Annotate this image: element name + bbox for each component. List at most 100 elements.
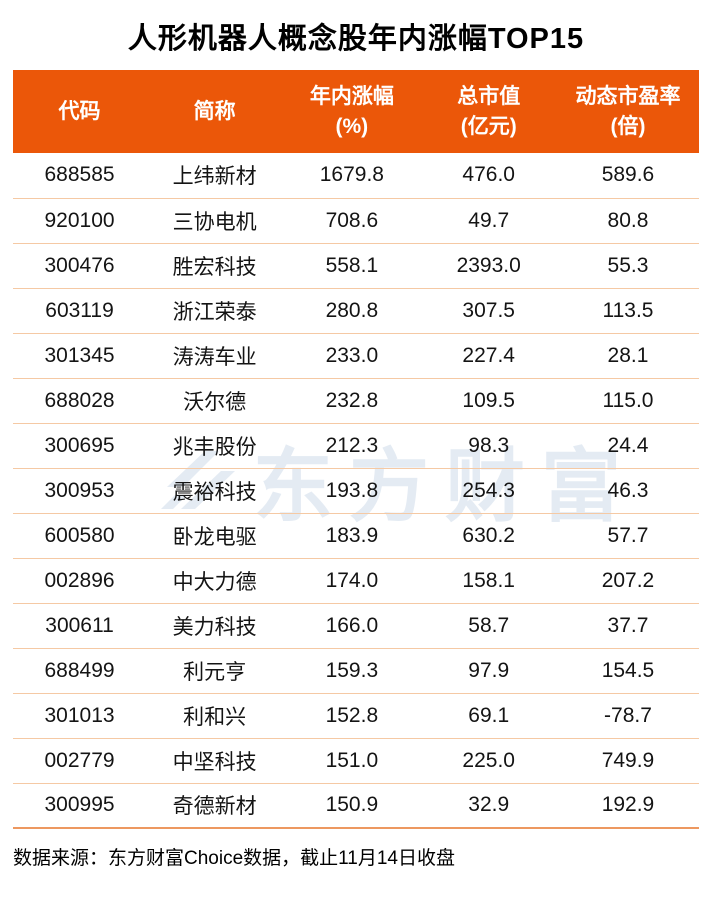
stock-table: 代码 简称 年内涨幅 (%) 总市值 (亿元) 动态市盈率 (倍) 688585 上纬新… [13, 70, 699, 829]
cell-pe-ratio: 154.5 [556, 648, 699, 694]
table-row: 688499 利元亨 159.3 97.9 154.5 [13, 648, 699, 694]
cell-code: 301013 [13, 693, 147, 739]
column-header-sublabel: (倍) [610, 114, 646, 138]
cell-pe-ratio: 57.7 [556, 513, 699, 559]
cell-market-cap: 307.5 [420, 288, 557, 334]
table-row: 603119 浙江荣泰 280.8 307.5 113.5 [13, 288, 699, 334]
table-row: 300953 震裕科技 193.8 254.3 46.3 [13, 468, 699, 514]
cell-market-cap: 98.3 [420, 423, 557, 469]
table-row: 300995 奇德新材 150.9 32.9 192.9 [13, 783, 699, 829]
cell-name: 沃尔德 [146, 378, 284, 424]
table-row: 300611 美力科技 166.0 58.7 37.7 [13, 603, 699, 649]
cell-ytd-gain: 159.3 [283, 648, 421, 694]
cell-market-cap: 97.9 [420, 648, 557, 694]
cell-code: 300995 [13, 783, 147, 829]
cell-code: 920100 [13, 198, 147, 244]
table-row: 688585 上纬新材 1679.8 476.0 589.6 [13, 153, 699, 199]
cell-name: 中大力德 [146, 558, 284, 604]
cell-name: 兆丰股份 [146, 423, 284, 469]
cell-market-cap: 2393.0 [420, 243, 557, 289]
cell-market-cap: 630.2 [420, 513, 557, 559]
table-row: 300695 兆丰股份 212.3 98.3 24.4 [13, 423, 699, 469]
cell-ytd-gain: 232.8 [283, 378, 421, 424]
cell-market-cap: 58.7 [420, 603, 557, 649]
cell-pe-ratio: 24.4 [556, 423, 699, 469]
cell-code: 603119 [13, 288, 147, 334]
cell-code: 300953 [13, 468, 147, 514]
cell-pe-ratio: 46.3 [556, 468, 699, 514]
cell-name: 胜宏科技 [146, 243, 284, 289]
cell-market-cap: 225.0 [420, 738, 557, 784]
cell-code: 002779 [13, 738, 147, 784]
cell-name: 三协电机 [146, 198, 284, 244]
cell-market-cap: 158.1 [420, 558, 557, 604]
cell-market-cap: 49.7 [420, 198, 557, 244]
cell-pe-ratio: 37.7 [556, 603, 699, 649]
column-header-sublabel: (亿元) [460, 114, 517, 138]
cell-pe-ratio: -78.7 [556, 693, 699, 739]
column-header-market-cap: 总市值 (亿元) [420, 70, 557, 153]
cell-pe-ratio: 115.0 [556, 378, 699, 424]
table-row: 002779 中坚科技 151.0 225.0 749.9 [13, 738, 699, 784]
cell-ytd-gain: 152.8 [283, 693, 421, 739]
cell-code: 301345 [13, 333, 147, 379]
cell-pe-ratio: 589.6 [556, 153, 699, 199]
page-title: 人形机器人概念股年内涨幅TOP15 [127, 23, 585, 55]
cell-pe-ratio: 55.3 [556, 243, 699, 289]
cell-code: 600580 [13, 513, 147, 559]
table-row: 600580 卧龙电驱 183.9 630.2 57.7 [13, 513, 699, 559]
cell-name: 震裕科技 [146, 468, 284, 514]
cell-name: 利和兴 [146, 693, 284, 739]
column-header-label: 年内涨幅 [309, 85, 394, 109]
cell-ytd-gain: 558.1 [283, 243, 421, 289]
table-row: 002896 中大力德 174.0 158.1 207.2 [13, 558, 699, 604]
cell-pe-ratio: 113.5 [556, 288, 699, 334]
table-row: 301013 利和兴 152.8 69.1 -78.7 [13, 693, 699, 739]
cell-name: 中坚科技 [146, 738, 284, 784]
cell-ytd-gain: 183.9 [283, 513, 421, 559]
table-header-row: 代码 简称 年内涨幅 (%) 总市值 (亿元) 动态市盈率 (倍) [13, 70, 699, 153]
cell-name: 浙江荣泰 [146, 288, 284, 334]
cell-market-cap: 227.4 [420, 333, 557, 379]
table-row: 920100 三协电机 708.6 49.7 80.8 [13, 198, 699, 244]
cell-name: 上纬新材 [146, 153, 284, 199]
cell-ytd-gain: 193.8 [283, 468, 421, 514]
cell-pe-ratio: 192.9 [556, 783, 699, 829]
cell-name: 涛涛车业 [146, 333, 284, 379]
column-header-pe-ratio: 动态市盈率 (倍) [556, 70, 699, 153]
column-header-ytd-gain: 年内涨幅 (%) [283, 70, 421, 153]
table-header: 代码 简称 年内涨幅 (%) 总市值 (亿元) 动态市盈率 (倍) [13, 70, 699, 153]
cell-ytd-gain: 150.9 [283, 783, 421, 829]
cell-name: 卧龙电驱 [146, 513, 284, 559]
cell-market-cap: 254.3 [420, 468, 557, 514]
cell-pe-ratio: 80.8 [556, 198, 699, 244]
cell-market-cap: 476.0 [420, 153, 557, 199]
cell-ytd-gain: 1679.8 [283, 153, 421, 199]
column-header-sublabel: (%) [335, 114, 369, 138]
cell-code: 002896 [13, 558, 147, 604]
column-header-label: 代码 [58, 99, 101, 123]
column-header-code: 代码 [13, 70, 147, 153]
cell-code: 688028 [13, 378, 147, 424]
cell-code: 300695 [13, 423, 147, 469]
cell-ytd-gain: 708.6 [283, 198, 421, 244]
column-header-label: 总市值 [457, 85, 521, 109]
cell-name: 利元亨 [146, 648, 284, 694]
cell-code: 688499 [13, 648, 147, 694]
cell-code: 688585 [13, 153, 147, 199]
cell-ytd-gain: 151.0 [283, 738, 421, 784]
stock-table-container: 东方财富 代码 简称 年内涨幅 (%) 总市值 (亿元) 动态市盈率( [13, 70, 699, 829]
cell-name: 美力科技 [146, 603, 284, 649]
column-header-label: 简称 [193, 99, 236, 123]
cell-ytd-gain: 280.8 [283, 288, 421, 334]
cell-pe-ratio: 28.1 [556, 333, 699, 379]
table-row: 300476 胜宏科技 558.1 2393.0 55.3 [13, 243, 699, 289]
cell-code: 300476 [13, 243, 147, 289]
cell-ytd-gain: 212.3 [283, 423, 421, 469]
table-row: 301345 涛涛车业 233.0 227.4 28.1 [13, 333, 699, 379]
cell-name: 奇德新材 [146, 783, 284, 829]
cell-pe-ratio: 749.9 [556, 738, 699, 784]
data-source-note: 数据来源：东方财富Choice数据，截止11月14日收盘 [13, 848, 456, 869]
cell-pe-ratio: 207.2 [556, 558, 699, 604]
cell-ytd-gain: 174.0 [283, 558, 421, 604]
